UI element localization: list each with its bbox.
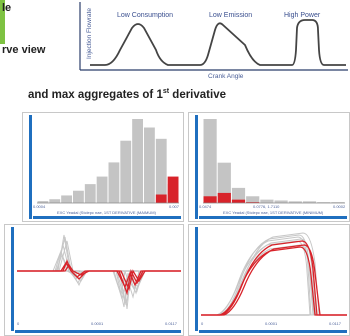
deriv-left-x-scrollbar[interactable] bbox=[15, 330, 181, 333]
hist-right-tick-mid: 0.0776, 1.7110 bbox=[253, 204, 280, 209]
low-emission-curve bbox=[190, 22, 285, 66]
hist-left-selected-bar-11[interactable] bbox=[155, 194, 167, 203]
hist-left-bar-11[interactable] bbox=[155, 138, 167, 203]
hist-right-bar-3[interactable] bbox=[231, 187, 246, 203]
hist-left-bar-5[interactable] bbox=[84, 184, 96, 203]
mode-low-consumption: Low Consumption bbox=[117, 12, 174, 19]
hist-left-bar-8[interactable] bbox=[120, 140, 132, 203]
high-power-curve bbox=[285, 19, 346, 66]
deriv-left-red-curves bbox=[17, 259, 181, 296]
mode-high-power: High Power bbox=[284, 12, 321, 19]
hist-right-bar-7[interactable] bbox=[288, 201, 302, 203]
deriv-left-y-scrollbar[interactable] bbox=[11, 227, 14, 331]
mode-low-emission: Low Emission bbox=[209, 12, 253, 19]
deriv-left-panel[interactable]: 0 0.0001 0.0117 bbox=[4, 224, 184, 336]
hist-left-xlabel: EXC Yeadal (Stclepc nae, 1ST DERIVATIVE … bbox=[57, 210, 156, 215]
injection-xlabel: Crank Angle bbox=[208, 73, 244, 80]
heading-line3-sup: st bbox=[162, 88, 170, 95]
hist-right-tick-left: 0.0474 bbox=[199, 204, 212, 209]
hist-right-chart bbox=[203, 119, 345, 204]
hist-left-selected-bar-12[interactable] bbox=[167, 176, 179, 203]
hist-left-bar-1[interactable] bbox=[37, 201, 49, 203]
curves-right-tick-right: 0.0117 bbox=[329, 321, 341, 326]
hist-right-bar-8[interactable] bbox=[302, 201, 317, 203]
hist-right-bar-5[interactable] bbox=[260, 199, 274, 203]
hist-right-panel[interactable]: 0.0474 0.0776, 1.7110 0.0002 EXC Yeadal … bbox=[188, 112, 350, 222]
hist-left-bar-3[interactable] bbox=[61, 195, 72, 203]
hist-right-selected-bar-3[interactable] bbox=[231, 199, 246, 203]
injection-chart-svg bbox=[79, 2, 348, 71]
hist-left-y-scrollbar[interactable] bbox=[29, 115, 32, 219]
hist-left-bar-10[interactable] bbox=[144, 127, 155, 203]
hist-right-bar-4[interactable] bbox=[246, 196, 260, 203]
curves-right-red-curves bbox=[201, 240, 347, 316]
hist-left-bar-4[interactable] bbox=[73, 190, 84, 203]
injection-chart: Low Consumption Low Emission High Power … bbox=[79, 0, 350, 84]
hist-right-y-scrollbar[interactable] bbox=[195, 115, 198, 219]
hist-left-bar-2[interactable] bbox=[49, 199, 61, 203]
hist-left-x-scrollbar[interactable] bbox=[33, 216, 181, 219]
hist-right-bar-6[interactable] bbox=[274, 200, 288, 203]
accent-bar bbox=[0, 0, 5, 44]
hist-right-xlabel: EXC Yeadal (Stclepc nae, 1ST DERIVATIVE … bbox=[223, 210, 324, 215]
hist-right-selected-bar-1[interactable] bbox=[203, 196, 217, 203]
curves-right-panel[interactable]: 0 0.0001 0.0117 bbox=[188, 224, 350, 336]
hist-right-tick-right: 0.0002 bbox=[333, 204, 346, 209]
curves-right-x-scrollbar[interactable] bbox=[199, 330, 347, 333]
hist-right-x-scrollbar[interactable] bbox=[199, 216, 347, 219]
deriv-left-gray-curves bbox=[17, 234, 181, 310]
heading-line3-main: and max aggregates of 1 bbox=[28, 88, 163, 101]
deriv-left-tick-left: 0 bbox=[17, 321, 20, 326]
deriv-left-tick-mid: 0.0001 bbox=[91, 321, 104, 326]
deriv-left-chart bbox=[17, 234, 181, 310]
hist-left-chart bbox=[37, 119, 179, 204]
deriv-left-tick-right: 0.0117 bbox=[165, 321, 177, 326]
low-consumption-curve bbox=[90, 23, 190, 66]
curves-right-y-scrollbar[interactable] bbox=[195, 227, 198, 331]
hist-left-tick-left: 0.0004 bbox=[33, 204, 46, 209]
hist-right-bar-9[interactable] bbox=[317, 202, 331, 203]
heading-line1: le bbox=[2, 2, 12, 14]
hist-left-panel[interactable]: 0.0004 0.007 EXC Yeadal (Stclepc nae, 1S… bbox=[22, 112, 184, 222]
curves-right-tick-mid: 0.0001 bbox=[265, 321, 278, 326]
curves-right-chart bbox=[201, 232, 347, 316]
heading-line3-end: derivative bbox=[169, 88, 226, 101]
curves-right-tick-left: 0 bbox=[201, 321, 204, 326]
heading-line3: and max aggregates of 1st derivative bbox=[28, 88, 226, 101]
hist-right-bar-10[interactable] bbox=[331, 202, 345, 203]
hist-left-tick-right: 0.007 bbox=[169, 204, 180, 209]
hist-right-selected-bar-4[interactable] bbox=[246, 202, 260, 203]
injection-ylabel: Injection Flowrate bbox=[85, 8, 93, 59]
heading-line2: rve view bbox=[2, 44, 46, 56]
hist-left-bar-7[interactable] bbox=[108, 162, 120, 203]
hist-right-selected-bar-2[interactable] bbox=[217, 192, 231, 203]
hist-left-bar-6[interactable] bbox=[96, 176, 108, 203]
hist-left-bar-9[interactable] bbox=[132, 119, 143, 203]
hist-right-bar-1[interactable] bbox=[203, 119, 217, 203]
